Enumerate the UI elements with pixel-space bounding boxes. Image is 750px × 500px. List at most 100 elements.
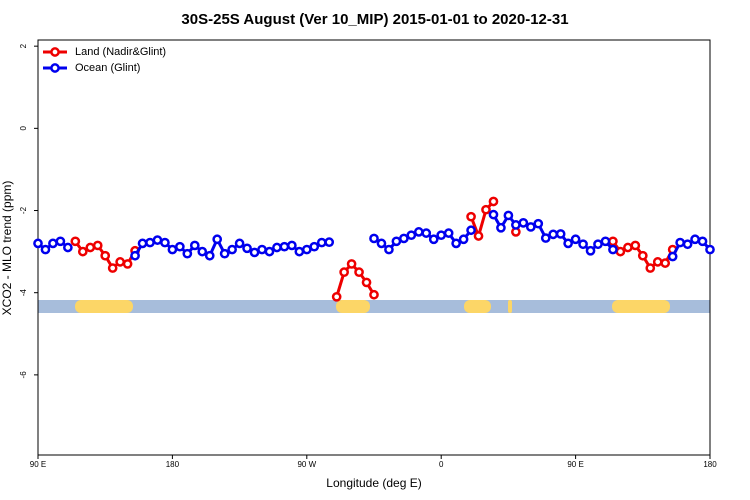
y-tick-label: 0 — [19, 126, 28, 131]
point — [637, 250, 648, 261]
point — [160, 237, 170, 248]
point — [466, 225, 476, 236]
point — [645, 263, 656, 273]
point — [339, 267, 349, 278]
point — [167, 244, 178, 255]
point — [667, 251, 678, 262]
point — [130, 250, 140, 261]
point — [615, 246, 626, 257]
chart-title: 30S-25S August (Ver 10_MIP) 2015-01-01 t… — [181, 11, 568, 28]
point — [466, 211, 476, 222]
land-band — [508, 300, 512, 313]
point — [309, 241, 320, 252]
point — [518, 217, 529, 228]
point — [533, 218, 544, 229]
point — [279, 241, 290, 252]
ocean-band — [38, 300, 710, 313]
point — [623, 242, 633, 253]
point — [608, 244, 618, 255]
point — [458, 234, 469, 245]
point — [503, 210, 514, 221]
point — [399, 233, 409, 244]
point — [473, 231, 484, 241]
legend-label: Land (Nadir&Glint) — [75, 46, 166, 58]
point — [227, 244, 237, 255]
point — [63, 242, 73, 253]
y-tick-label: -6 — [19, 371, 28, 379]
point — [175, 241, 185, 252]
point — [660, 258, 671, 268]
point — [316, 237, 327, 248]
y-tick-label: -4 — [19, 289, 28, 297]
point — [525, 222, 536, 232]
point — [242, 243, 252, 254]
point — [369, 289, 379, 300]
x-tick-label: 90 E — [567, 460, 583, 469]
point — [608, 236, 618, 247]
land-mask-bar — [38, 300, 710, 313]
point — [107, 263, 118, 273]
x-tick-label: 180 — [166, 460, 180, 469]
point — [55, 236, 66, 247]
point — [182, 248, 193, 259]
point — [331, 291, 342, 302]
point — [92, 240, 103, 251]
point — [85, 242, 96, 253]
point — [376, 238, 387, 249]
point — [406, 230, 417, 241]
point — [682, 239, 693, 250]
point — [122, 259, 133, 269]
point — [511, 220, 521, 230]
point — [697, 236, 708, 247]
point — [249, 247, 260, 258]
y-tick-label: -2 — [19, 206, 28, 214]
point — [451, 238, 461, 249]
point — [548, 229, 559, 240]
point — [630, 240, 641, 251]
point — [555, 229, 566, 239]
point — [675, 237, 685, 248]
point — [690, 234, 700, 245]
point — [481, 204, 491, 215]
point — [77, 246, 88, 257]
point — [115, 257, 125, 267]
point — [219, 248, 230, 259]
point — [197, 246, 208, 257]
point — [570, 234, 581, 245]
point — [705, 244, 715, 255]
point — [652, 257, 663, 267]
legend: Land (Nadir&Glint) Ocean (Glint) — [43, 46, 166, 74]
legend-label: Ocean (Glint) — [75, 62, 140, 74]
point — [33, 238, 43, 249]
point — [369, 233, 379, 244]
point — [204, 250, 215, 261]
point — [189, 240, 200, 251]
point — [294, 246, 305, 257]
point — [234, 238, 245, 249]
point — [600, 236, 611, 247]
point — [421, 228, 432, 238]
land-band — [612, 300, 670, 313]
point — [488, 209, 499, 220]
point — [100, 250, 111, 261]
point — [413, 227, 424, 237]
series — [33, 209, 715, 262]
land-band — [75, 300, 133, 313]
point — [212, 234, 223, 245]
point — [436, 230, 447, 241]
point — [391, 236, 402, 247]
y-axis-label: XCO2 - MLO trend (ppm) — [0, 181, 14, 316]
point — [145, 237, 155, 248]
x-tick-label: 90 E — [30, 460, 46, 469]
series-line — [74, 200, 674, 298]
point — [443, 228, 454, 238]
x-axis-label: Longitude (deg E) — [326, 476, 421, 490]
series — [70, 196, 678, 302]
legend-marker — [50, 47, 60, 57]
point — [540, 233, 551, 243]
point — [496, 222, 506, 233]
x-tick-label: 90 W — [297, 460, 316, 469]
point — [585, 245, 596, 256]
point — [70, 236, 81, 247]
